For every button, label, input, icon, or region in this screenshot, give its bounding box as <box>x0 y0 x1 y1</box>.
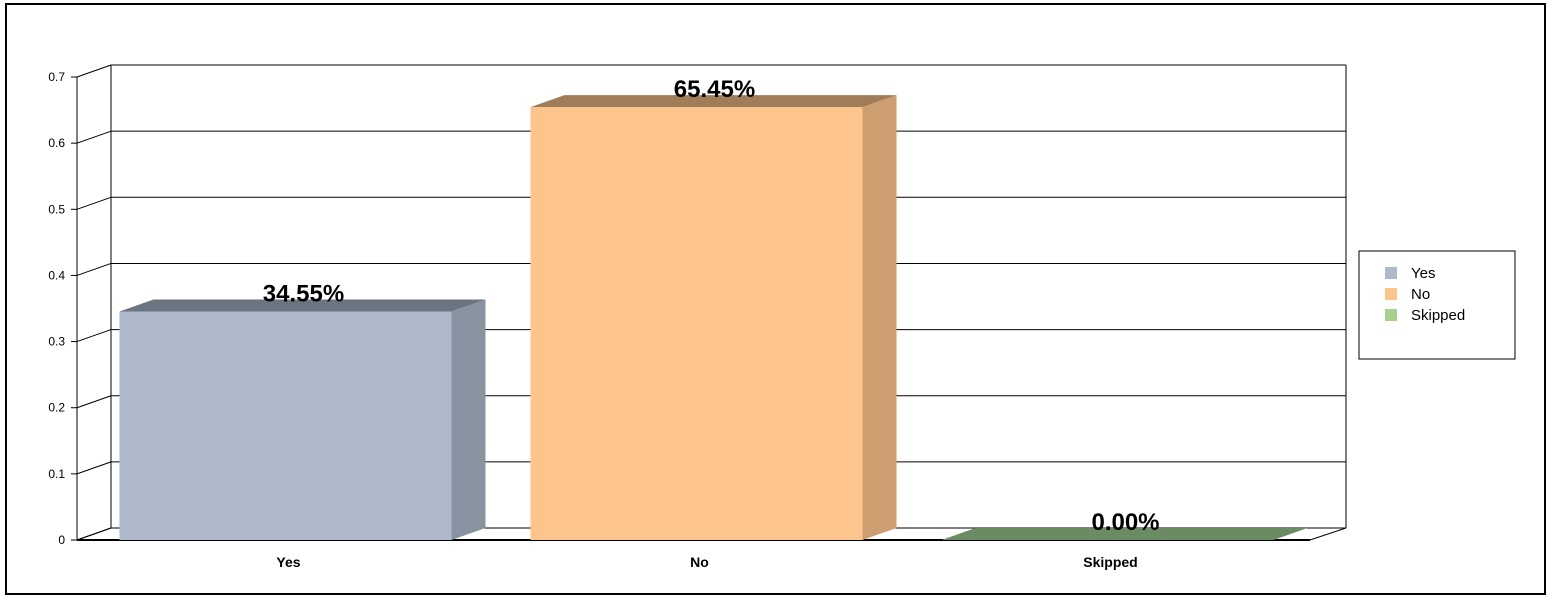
side-gridline <box>76 64 112 78</box>
side-gridline <box>76 196 112 210</box>
side-gridline <box>76 262 112 276</box>
bars <box>119 95 1308 540</box>
bar-no <box>530 107 863 540</box>
y-tick-label: 0.6 <box>48 136 65 150</box>
x-tick-label-skipped: Skipped <box>1083 554 1137 570</box>
side-gridline <box>76 461 112 475</box>
side-gridline <box>76 130 112 144</box>
legend: Yes No Skipped <box>1358 250 1516 360</box>
y-tick-label: 0.2 <box>48 401 65 415</box>
legend-label-yes: Yes <box>1411 265 1435 282</box>
legend-swatch-no <box>1385 288 1397 300</box>
y-tick-label: 0.7 <box>48 70 65 84</box>
x-tick-label-no: No <box>690 554 709 570</box>
legend-label-skipped: Skipped <box>1411 307 1465 324</box>
legend-label-no: No <box>1411 286 1430 303</box>
bar-top-skipped <box>941 528 1308 540</box>
data-label-yes: 34.55% <box>263 280 344 307</box>
y-tick-label: 0.3 <box>48 335 65 349</box>
bar-top-no <box>530 95 897 108</box>
data-label-skipped: 0.00% <box>1091 509 1159 536</box>
side-gridline <box>76 329 112 343</box>
legend-swatch-yes <box>1385 267 1397 279</box>
x-tick-label-yes: Yes <box>276 554 300 570</box>
y-tick-label: 0 <box>58 533 65 547</box>
labels: 34.55% Yes 65.45% No 0.00% Skipped <box>263 76 1160 570</box>
data-label-no: 65.45% <box>674 76 755 103</box>
bar-yes <box>119 311 452 540</box>
y-tick-label: 0.1 <box>48 467 65 481</box>
bar-side-no <box>862 95 897 540</box>
bar-side-yes <box>451 299 486 540</box>
legend-swatch-skipped <box>1385 309 1397 321</box>
bar-top-yes <box>119 299 486 312</box>
legend-box <box>1358 250 1516 360</box>
y-tick-label: 0.4 <box>48 268 65 282</box>
y-tick-label: 0.5 <box>48 202 65 216</box>
side-gridline <box>76 395 112 409</box>
